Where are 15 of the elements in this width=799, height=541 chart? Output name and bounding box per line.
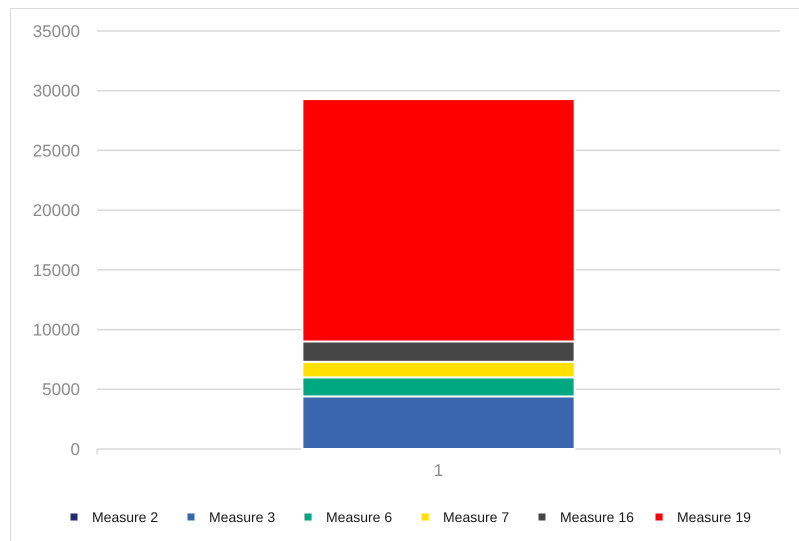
y-tick-label: 15000 [32, 260, 80, 280]
y-tick-label: 5000 [42, 380, 80, 400]
y-tick-label: 10000 [32, 320, 80, 340]
y-tick-label: 25000 [32, 141, 80, 160]
y-tick-label: 20000 [32, 201, 80, 220]
legend-label: Measure 16 [560, 508, 634, 525]
legend-label: Measure 7 [443, 508, 510, 525]
x-tick-label: 1 [434, 461, 444, 480]
legend-label: Measure 2 [92, 508, 158, 525]
y-tick-label: 0 [70, 440, 80, 459]
y-tick-label: 35000 [32, 22, 80, 41]
legend-label: Measure 19 [677, 508, 752, 525]
legend-label: Measure 6 [326, 508, 392, 525]
y-tick-label: 30000 [32, 82, 80, 101]
legend-label: Measure 3 [209, 508, 276, 525]
